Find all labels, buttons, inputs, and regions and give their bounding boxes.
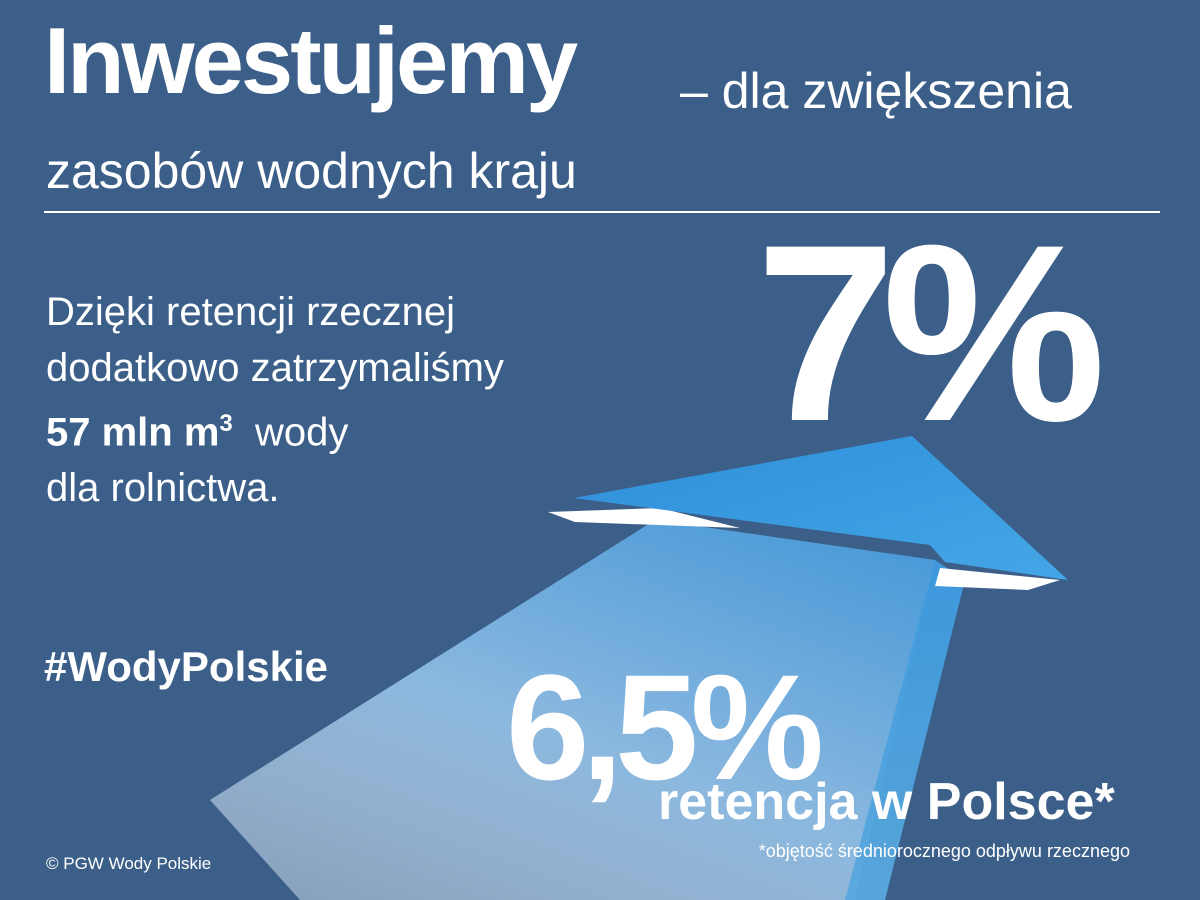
amount-suffix: wody	[255, 410, 349, 455]
body-line-3: 57 mln m3 wody	[46, 396, 504, 460]
target-percent: 7%	[755, 193, 1106, 474]
body-text: Dzięki retencji rzecznej dodatkowo zatrz…	[46, 284, 504, 516]
headline-rest: – dla zwiększenia	[680, 63, 1072, 119]
body-line-2: dodatkowo zatrzymaliśmy	[46, 346, 504, 390]
footnote: *objętość średniorocznego odpływu rzeczn…	[758, 841, 1130, 861]
retention-label: retencja w Polsce*	[658, 773, 1115, 831]
body-line-1: Dzięki retencji rzecznej	[46, 290, 456, 334]
body-line-4: dla rolnictwa.	[46, 466, 280, 511]
headline-bold: Inwestujemy	[44, 8, 578, 113]
hashtag: #WodyPolskie	[44, 643, 328, 690]
copyright: © PGW Wody Polskie	[46, 854, 212, 873]
amount-value: 57 mln m	[46, 410, 220, 455]
current-percent: 6,5%	[506, 643, 824, 811]
headline-line2: zasobów wodnych kraju	[46, 143, 577, 199]
amount-superscript: 3	[219, 410, 233, 437]
divider-line	[44, 211, 1160, 213]
